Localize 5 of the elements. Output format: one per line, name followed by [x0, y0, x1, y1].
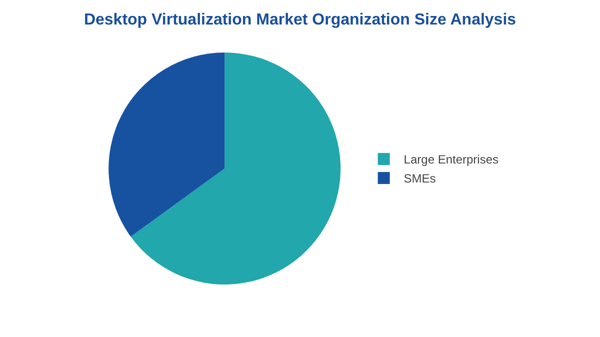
legend-label: Large Enterprises: [404, 152, 499, 167]
pie-slice: [108, 52, 225, 237]
legend-label: SMEs: [404, 172, 436, 186]
pie-slice: [130, 52, 341, 284]
chart-title: Desktop Virtualization Market Organization Size Analysis: [84, 12, 516, 29]
